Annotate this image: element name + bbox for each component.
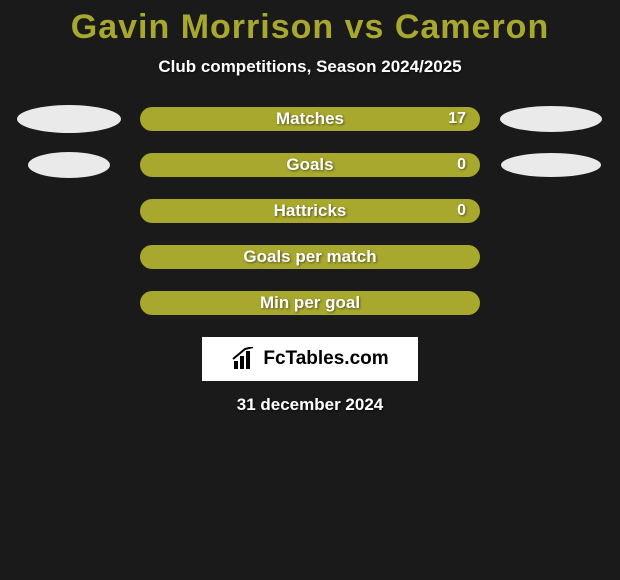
right-slot bbox=[488, 153, 608, 177]
page-title: Gavin Morrison vs Cameron bbox=[0, 8, 620, 47]
stat-value: 17 bbox=[448, 110, 466, 128]
stat-bar: Min per goal bbox=[140, 291, 480, 315]
comparison-widget: Gavin Morrison vs Cameron Club competiti… bbox=[0, 0, 620, 415]
stat-label: Matches bbox=[276, 109, 344, 129]
stat-row: Goals per match bbox=[0, 245, 620, 269]
stat-label: Min per goal bbox=[260, 293, 360, 313]
stats-rows: Matches 17 Goals 0 Hattricks 0 Goals per match… bbox=[0, 107, 620, 315]
subtitle: Club competitions, Season 2024/2025 bbox=[0, 57, 620, 77]
right-slot bbox=[488, 106, 608, 132]
stat-bar: Goals per match bbox=[140, 245, 480, 269]
stat-bar: Goals 0 bbox=[140, 153, 480, 177]
right-blob bbox=[501, 153, 601, 177]
stat-label: Hattricks bbox=[274, 201, 347, 221]
logo: FcTables.com bbox=[231, 347, 388, 371]
logo-text: FcTables.com bbox=[263, 348, 388, 370]
stat-bar: Matches 17 bbox=[140, 107, 480, 131]
stat-value: 0 bbox=[457, 202, 466, 220]
left-slot bbox=[12, 152, 132, 178]
left-blob bbox=[17, 105, 121, 133]
left-slot bbox=[12, 105, 132, 133]
right-blob bbox=[500, 106, 602, 132]
logo-box: FcTables.com bbox=[202, 337, 418, 381]
stat-row: Min per goal bbox=[0, 291, 620, 315]
stat-row: Goals 0 bbox=[0, 153, 620, 177]
stat-row: Hattricks 0 bbox=[0, 199, 620, 223]
date: 31 december 2024 bbox=[0, 395, 620, 415]
left-blob bbox=[28, 152, 110, 178]
stat-label: Goals bbox=[286, 155, 333, 175]
stat-value: 0 bbox=[457, 156, 466, 174]
stat-bar: Hattricks 0 bbox=[140, 199, 480, 223]
stat-row: Matches 17 bbox=[0, 107, 620, 131]
stat-label: Goals per match bbox=[243, 247, 376, 267]
chart-icon bbox=[231, 347, 259, 371]
